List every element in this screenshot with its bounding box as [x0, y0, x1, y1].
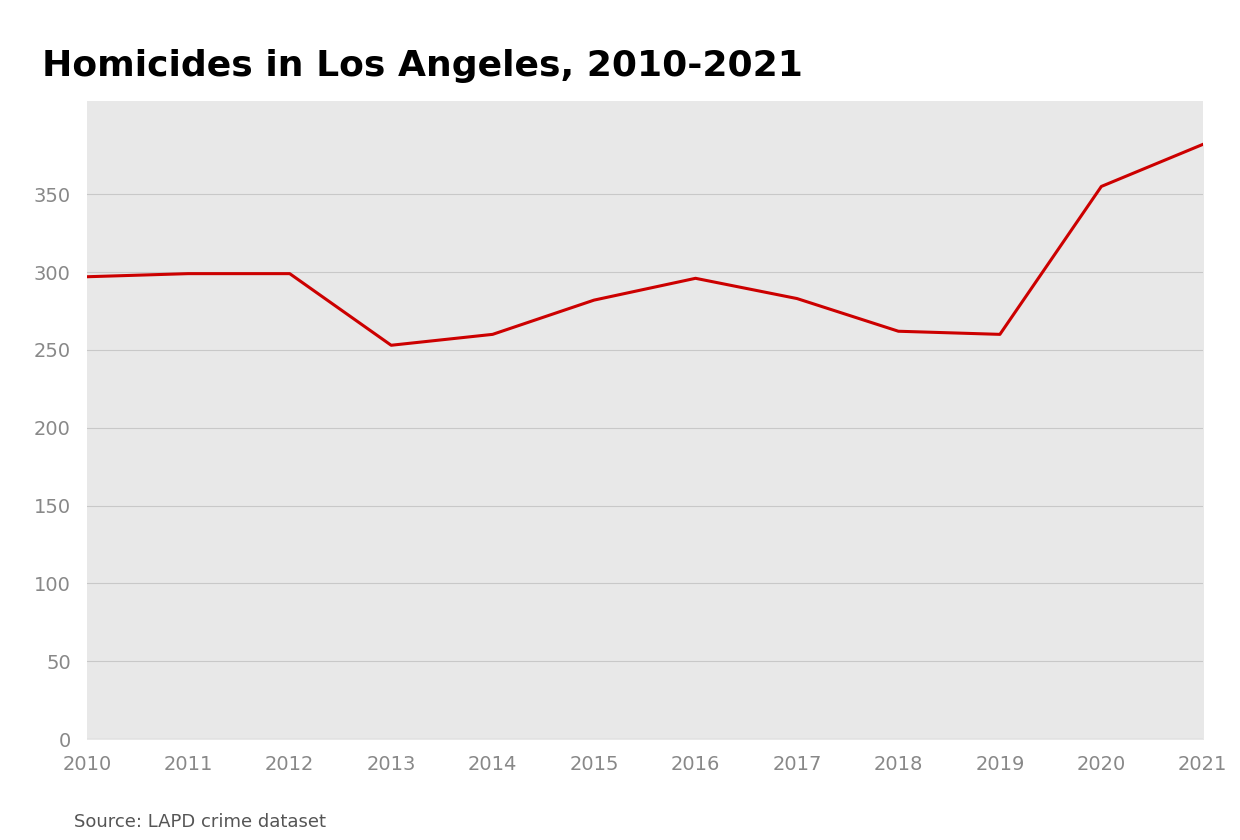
- Text: Homicides in Los Angeles, 2010-2021: Homicides in Los Angeles, 2010-2021: [42, 49, 804, 83]
- Text: Source: LAPD crime dataset: Source: LAPD crime dataset: [74, 813, 326, 832]
